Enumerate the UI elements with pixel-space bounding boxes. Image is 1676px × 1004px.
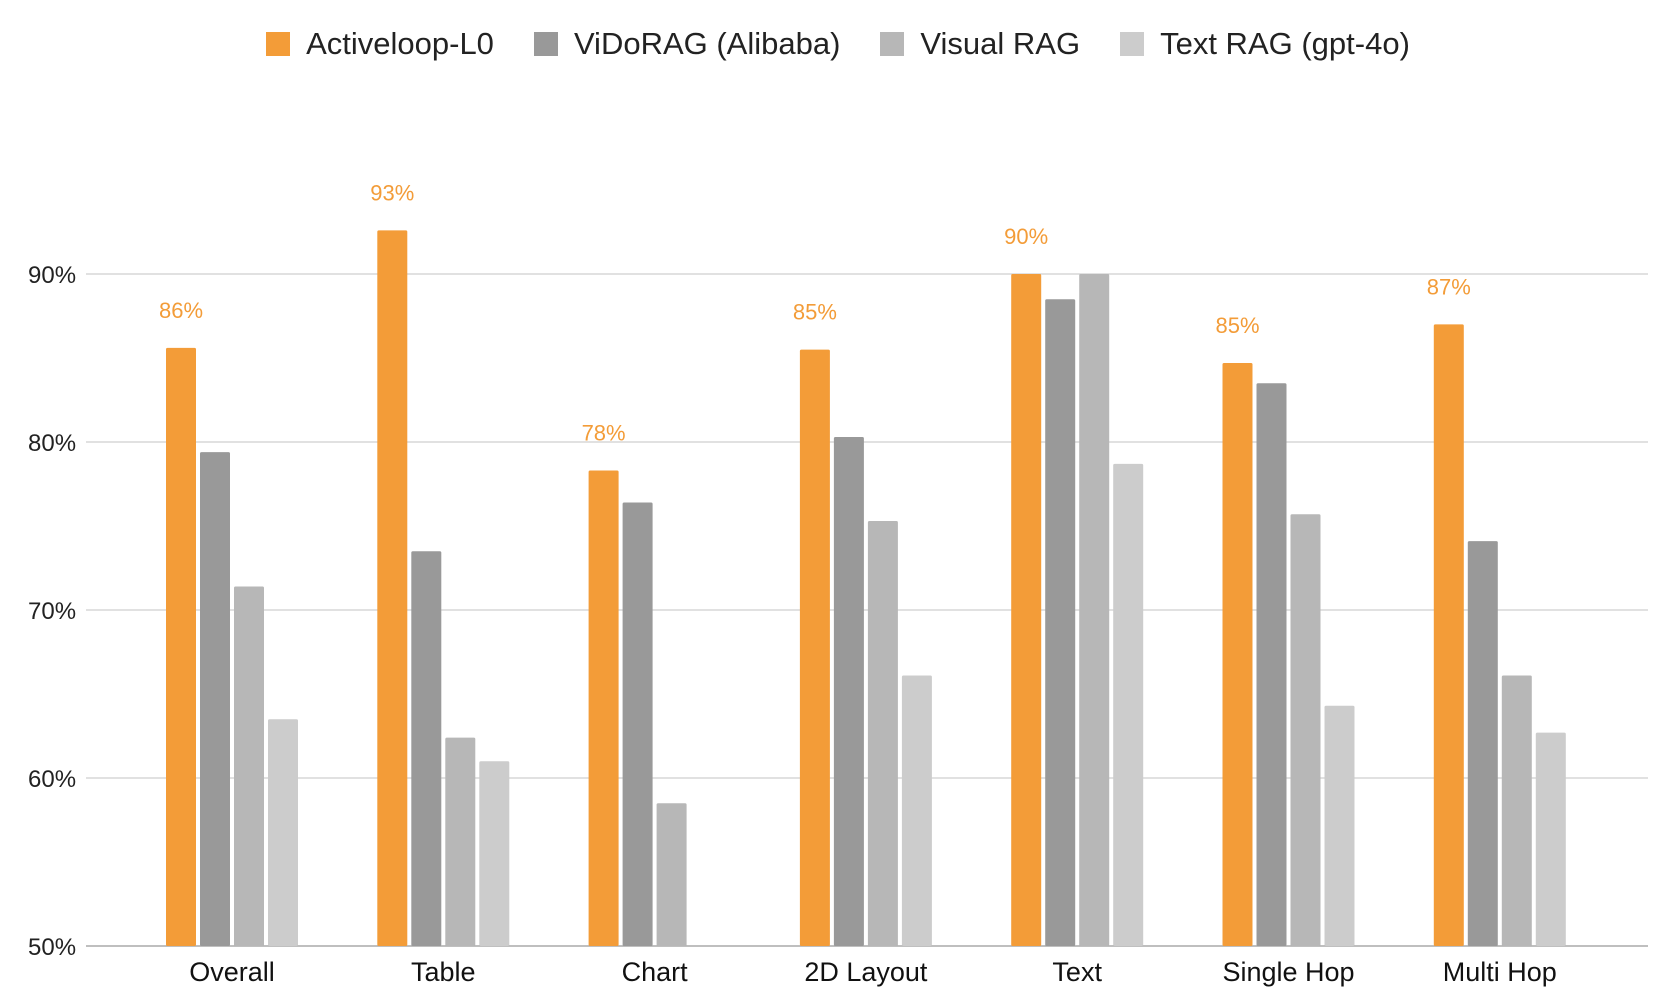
y-tick-label: 70%: [28, 598, 76, 625]
legend-label: ViDoRAG (Alibaba): [573, 26, 841, 61]
bar-activeloop-l0: [1222, 363, 1253, 946]
x-category-label: Single Hop: [1222, 957, 1354, 987]
bar-text-rag: [1113, 463, 1144, 946]
bar-visual-rag: [1290, 514, 1321, 946]
x-category-label: 2D Layout: [804, 957, 928, 987]
y-tick-label: 80%: [28, 430, 76, 457]
bar-activeloop-l0: [1433, 324, 1464, 946]
legend-swatch: [1120, 32, 1145, 56]
legend-swatch: [266, 32, 291, 56]
legend-item: Activeloop-L0: [266, 26, 494, 62]
bar-text-rag: [268, 719, 298, 946]
legend-label: Visual RAG: [920, 26, 1081, 61]
bar-text-rag: [1535, 732, 1566, 946]
bar-vidorag: [833, 436, 864, 946]
bar-activeloop-l0: [588, 470, 619, 946]
x-category-label: Chart: [622, 957, 689, 987]
bar-visual-rag: [867, 520, 898, 946]
bar-text-rag: [1324, 705, 1355, 946]
y-tick-label: 90%: [28, 262, 76, 289]
bar-text-rag: [901, 675, 932, 946]
data-label: 78%: [582, 421, 626, 446]
y-tick-label: 50%: [28, 934, 76, 961]
bar-visual-rag: [656, 803, 687, 946]
data-label: 90%: [1004, 224, 1048, 249]
data-label: 85%: [1215, 313, 1259, 338]
legend-item: Text RAG (gpt-4o): [1120, 26, 1410, 62]
legend-swatch: [880, 32, 905, 56]
data-label: 87%: [1427, 274, 1471, 299]
bar-activeloop-l0: [1011, 274, 1042, 946]
bar-vidorag: [411, 551, 442, 946]
data-label: 85%: [793, 300, 837, 325]
data-label: 86%: [159, 298, 203, 323]
bar-visual-rag: [1501, 675, 1532, 946]
bar-visual-rag: [1079, 274, 1110, 946]
bar-text-rag: [479, 761, 510, 946]
chart-legend: Activeloop-L0 ViDoRAG (Alibaba) Visual RAG…: [0, 26, 1676, 62]
legend-label: Activeloop-L0: [306, 26, 494, 61]
bar-vidorag: [1467, 541, 1498, 946]
x-category-label: Table: [411, 957, 476, 987]
legend-swatch: [533, 32, 558, 56]
x-category-label: Multi Hop: [1443, 957, 1557, 987]
data-label: 93%: [370, 180, 414, 205]
bar-activeloop-l0: [166, 347, 196, 946]
bar-vidorag: [200, 452, 230, 946]
legend-item: ViDoRAG (Alibaba): [533, 26, 841, 62]
bar-activeloop-l0: [377, 230, 408, 946]
bar-visual-rag: [234, 586, 264, 946]
y-tick-label: 60%: [28, 766, 76, 793]
bar-activeloop-l0: [799, 349, 830, 947]
bar-visual-rag: [445, 737, 476, 946]
x-category-label: Overall: [189, 957, 275, 987]
bar-vidorag: [1045, 299, 1076, 946]
bar-vidorag: [622, 502, 653, 946]
x-category-label: Text: [1052, 957, 1102, 987]
bar-vidorag: [1256, 383, 1287, 946]
legend-label: Text RAG (gpt-4o): [1160, 26, 1410, 61]
legend-item: Visual RAG: [880, 26, 1080, 62]
